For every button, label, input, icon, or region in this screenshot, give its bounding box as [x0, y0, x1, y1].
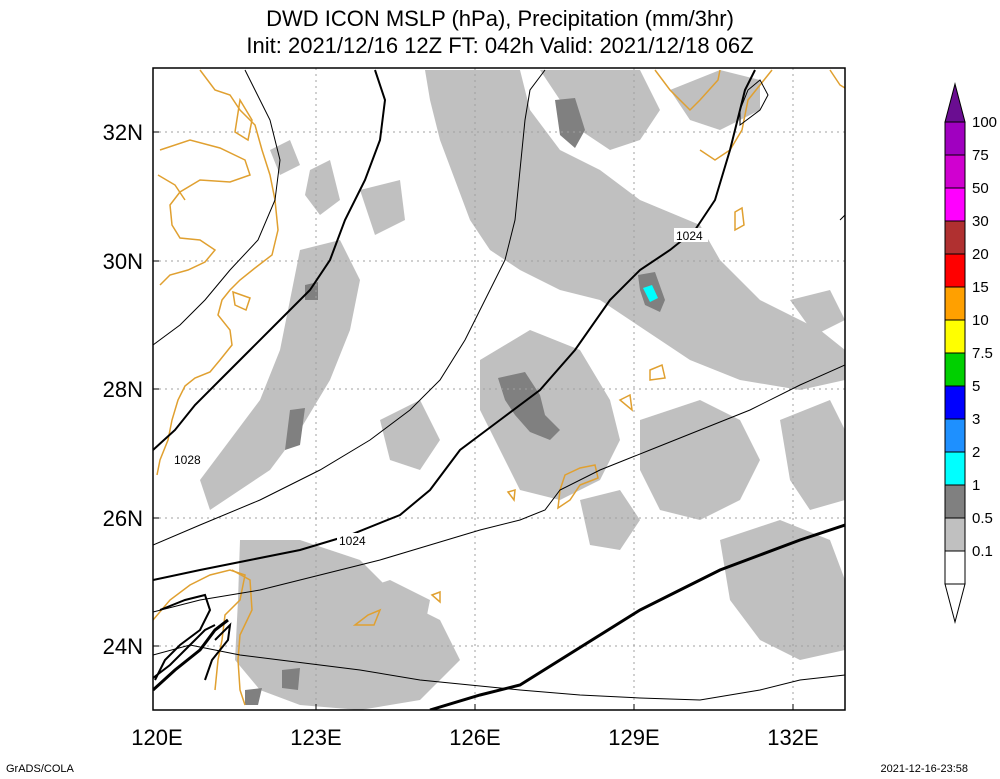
axis-ticks	[153, 131, 794, 710]
isobars-thin	[153, 69, 845, 701]
coastlines	[153, 69, 845, 706]
colorbar-swatch	[944, 187, 966, 222]
lon-label-120e: 120E	[131, 725, 182, 750]
colorbar-label: 3	[972, 411, 980, 428]
colorbar-swatch	[944, 319, 966, 354]
footer-software: GrADS/COLA	[6, 763, 74, 775]
colorbar-swatch	[944, 517, 966, 552]
colorbar-label: 75	[972, 147, 989, 164]
precip-shading-light	[200, 70, 845, 710]
colorbar-swatch	[944, 418, 966, 453]
colorbar-swatch	[944, 154, 966, 189]
colorbar-label: 30	[972, 213, 989, 230]
lat-label-26n: 26N	[103, 506, 143, 531]
lon-label-126e: 126E	[449, 725, 500, 750]
colorbar-label: 50	[972, 180, 989, 197]
colorbar-label: 0.1	[972, 543, 993, 560]
colorbar-swatch	[944, 352, 966, 387]
isobar-heavy	[153, 523, 845, 710]
colorbar-label: 2	[972, 444, 980, 461]
colorbar-swatch	[944, 286, 966, 321]
colorbar-label: 5	[972, 378, 980, 395]
colorbar-swatch	[944, 385, 966, 420]
isobar-label-1028: 1028	[174, 453, 201, 467]
colorbar-swatch	[944, 451, 966, 486]
grid-lines	[153, 68, 845, 710]
colorbar-swatch	[944, 550, 966, 585]
isobars-thick	[153, 69, 756, 681]
map-panel: 1028 1024 1024	[153, 68, 845, 710]
colorbar-swatch	[944, 220, 966, 255]
colorbar-label: 7.5	[972, 345, 993, 362]
colorbar-cap-bottom	[944, 583, 966, 624]
colorbar-cap-top	[944, 82, 966, 123]
colorbar-swatch	[944, 121, 966, 156]
colorbar-label: 100	[972, 114, 997, 131]
colorbar-labels: 100 75 50 30 20 15 10 7.5 5 3 2 1 0.5 0.…	[972, 114, 997, 560]
lat-label-32n: 32N	[103, 120, 143, 145]
lon-label-129e: 129E	[608, 725, 659, 750]
colorbar-swatch	[944, 484, 966, 519]
lat-label-24n: 24N	[103, 634, 143, 659]
lat-label-28n: 28N	[103, 377, 143, 402]
footer-timestamp: 2021-12-16-23:58	[880, 763, 968, 775]
colorbar-label: 20	[972, 246, 989, 263]
lon-label-132e: 132E	[767, 725, 818, 750]
colorbar-label: 10	[972, 312, 989, 329]
isobar-label-1024-north: 1024	[676, 229, 703, 243]
isobar-labels: 1028 1024 1024	[172, 228, 708, 548]
colorbar-label: 0.5	[972, 510, 993, 527]
lat-label-30n: 30N	[103, 249, 143, 274]
colorbar	[944, 82, 966, 624]
isobar-label-1024-south: 1024	[339, 534, 366, 548]
map-title: DWD ICON MSLP (hPa), Precipitation (mm/3…	[266, 6, 734, 31]
colorbar-swatch	[944, 253, 966, 288]
colorbar-label: 1	[972, 477, 980, 494]
map-subtitle: Init: 2021/12/16 12Z FT: 042h Valid: 202…	[246, 33, 754, 58]
lon-labels: 120E 123E 126E 129E 132E	[131, 725, 818, 750]
lat-labels: 32N 30N 28N 26N 24N	[103, 120, 143, 659]
colorbar-label: 15	[972, 279, 989, 296]
precip-shading-cyan	[643, 285, 658, 302]
lon-label-123e: 123E	[290, 725, 341, 750]
